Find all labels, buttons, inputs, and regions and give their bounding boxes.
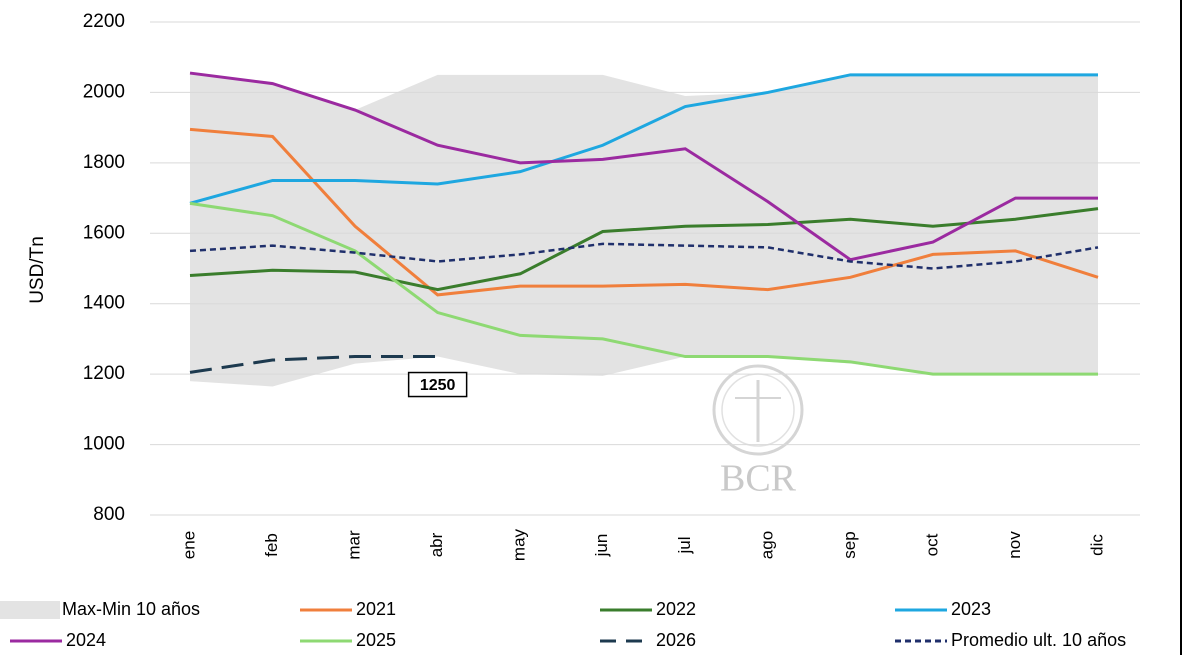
legend-label: 2021 xyxy=(356,599,396,619)
legend-swatch xyxy=(0,601,60,619)
y-tick-label: 1600 xyxy=(83,222,125,243)
legend-label: 2026 xyxy=(656,630,696,650)
series-line xyxy=(189,71,1098,262)
x-tick-label: ago xyxy=(757,531,776,559)
legend-label: 2024 xyxy=(66,630,106,650)
logo-ring xyxy=(712,364,804,456)
value-label: 1250 xyxy=(420,377,456,394)
y-tick-label: 2000 xyxy=(83,81,125,102)
y-tick-label: 1800 xyxy=(83,152,125,173)
y-tick-label: 2200 xyxy=(83,11,125,32)
y-tick-label: 800 xyxy=(93,504,125,525)
legend-label: 2022 xyxy=(656,599,696,619)
x-tick-label: oct xyxy=(922,533,941,556)
x-tick-label: mar xyxy=(345,530,364,560)
legend-label: Promedio ult. 10 años xyxy=(951,630,1126,650)
x-tick-label: jun xyxy=(592,534,611,558)
legend-label: 2025 xyxy=(356,630,396,650)
x-tick-label: abr xyxy=(427,532,446,557)
series-line xyxy=(189,127,1099,297)
x-tick-label: nov xyxy=(1005,531,1024,559)
watermark-text: BCR xyxy=(720,458,797,500)
series-line xyxy=(189,355,438,374)
y-tick-label: 1400 xyxy=(83,293,125,314)
x-tick-label: may xyxy=(510,528,529,561)
series-line xyxy=(189,201,1098,376)
y-tick-label: 1000 xyxy=(83,434,125,455)
x-tick-label: ene xyxy=(179,531,198,559)
series-line xyxy=(189,73,1098,205)
legend-label: Max-Min 10 años xyxy=(62,599,200,619)
legend-label: 2023 xyxy=(951,599,991,619)
y-tick-label: 1200 xyxy=(83,363,125,384)
x-tick-label: feb xyxy=(262,533,281,557)
series-line xyxy=(189,207,1099,292)
y-axis-label: USD/Tn xyxy=(27,236,48,304)
value-label-box xyxy=(407,371,468,398)
watermark: BCR xyxy=(712,364,804,500)
x-tick-label: sep xyxy=(840,531,859,558)
x-tick-label: jul xyxy=(675,536,694,554)
series-line xyxy=(189,242,1099,270)
x-tick-label: dic xyxy=(1087,534,1106,556)
